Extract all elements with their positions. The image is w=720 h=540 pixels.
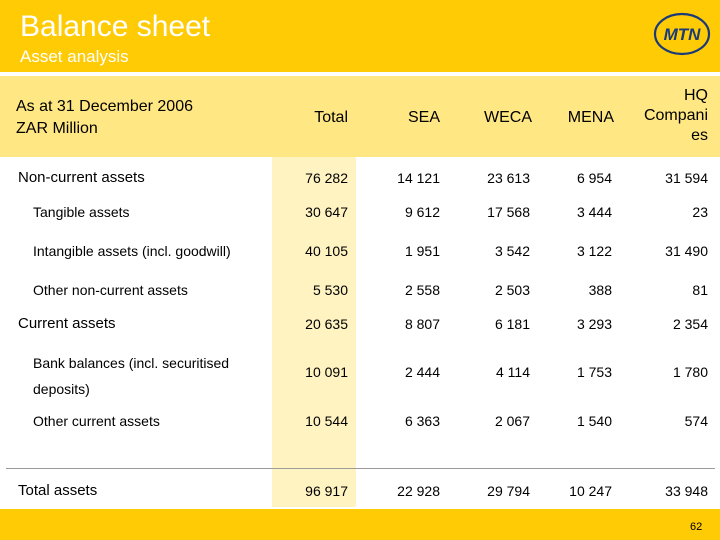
col-header-hq: HQ Compani es xyxy=(628,86,708,146)
footer-bar xyxy=(0,509,720,540)
row-label-tangible-assets: Tangible assets xyxy=(33,204,130,220)
cell-hq: 81 xyxy=(692,282,708,298)
col-header-weca: WECA xyxy=(484,109,532,126)
cell-hq: 574 xyxy=(684,413,708,429)
cell-weca: 29 794 xyxy=(487,483,530,499)
cell-sea: 14 121 xyxy=(397,170,440,186)
cell-mena: 1 753 xyxy=(576,364,612,380)
cell-weca: 6 181 xyxy=(494,316,530,332)
col-header-hq-line3: es xyxy=(691,127,708,144)
row-label-non-current-assets: Non-current assets xyxy=(18,169,145,186)
mtn-logo: MTN xyxy=(653,12,711,56)
cell-hq: 1 780 xyxy=(672,364,708,380)
cell-hq: 33 948 xyxy=(665,483,708,499)
row-label-bank-balances: Bank balances (incl. securitised deposit… xyxy=(33,350,229,402)
cell-mena: 388 xyxy=(588,282,612,298)
cell-mena: 3 444 xyxy=(576,204,612,220)
row-label-bank-balances-line1: Bank balances (incl. securitised xyxy=(33,355,230,371)
row-label-current-assets: Current assets xyxy=(18,315,116,332)
cell-sea: 6 363 xyxy=(404,413,440,429)
row-label-total-assets: Total assets xyxy=(18,482,98,499)
row-label-intangible-assets: Intangible assets (incl. goodwill) xyxy=(33,243,231,259)
cell-sea: 8 807 xyxy=(404,316,440,332)
unit-label: ZAR Million xyxy=(16,120,98,137)
cell-total: 20 635 xyxy=(305,316,348,332)
cell-hq: 31 594 xyxy=(665,170,708,186)
cell-total: 76 282 xyxy=(305,170,348,186)
cell-total: 30 647 xyxy=(305,204,348,220)
cell-mena: 1 540 xyxy=(576,413,612,429)
cell-mena: 3 122 xyxy=(576,243,612,259)
row-label-other-non-current-assets: Other non-current assets xyxy=(33,282,188,298)
cell-hq: 23 xyxy=(692,204,708,220)
report-date: As at 31 December 2006 xyxy=(16,98,193,115)
title-bar: Balance sheet Asset analysis MTN xyxy=(0,0,720,72)
logo-text: MTN xyxy=(664,25,702,44)
cell-sea: 1 951 xyxy=(404,243,440,259)
cell-sea: 9 612 xyxy=(404,204,440,220)
cell-weca: 17 568 xyxy=(487,204,530,220)
page-subtitle: Asset analysis xyxy=(20,47,129,66)
col-header-sea: SEA xyxy=(407,109,440,126)
page-title: Balance sheet xyxy=(20,10,211,43)
col-header-mena: MENA xyxy=(567,109,614,126)
cell-mena: 6 954 xyxy=(576,170,612,186)
cell-weca: 23 613 xyxy=(487,170,530,186)
total-divider xyxy=(6,468,715,469)
cell-total: 96 917 xyxy=(305,483,348,499)
cell-total: 40 105 xyxy=(305,243,348,259)
cell-weca: 4 114 xyxy=(496,364,530,380)
cell-mena: 3 293 xyxy=(576,316,612,332)
cell-sea: 22 928 xyxy=(397,483,440,499)
cell-mena: 10 247 xyxy=(569,483,612,499)
row-label-other-current-assets: Other current assets xyxy=(33,413,160,429)
col-header-hq-line1: HQ xyxy=(684,87,708,104)
page-number: 62 xyxy=(690,521,703,533)
row-label-bank-balances-line2: deposits) xyxy=(33,381,90,397)
cell-weca: 2 067 xyxy=(494,413,530,429)
cell-sea: 2 558 xyxy=(404,282,440,298)
col-header-total: Total xyxy=(314,109,348,126)
table-header-band xyxy=(0,76,720,157)
cell-total: 5 530 xyxy=(312,282,348,298)
cell-hq: 31 490 xyxy=(665,243,708,259)
table-header-label: As at 31 December 2006 ZAR Million xyxy=(16,96,266,140)
cell-weca: 2 503 xyxy=(494,282,530,298)
cell-total: 10 091 xyxy=(305,364,348,380)
cell-hq: 2 354 xyxy=(672,316,708,332)
total-column-band xyxy=(272,157,356,507)
cell-sea: 2 444 xyxy=(404,364,440,380)
cell-weca: 3 542 xyxy=(494,243,530,259)
cell-total: 10 544 xyxy=(305,413,348,429)
col-header-hq-line2: Compani xyxy=(643,107,708,124)
